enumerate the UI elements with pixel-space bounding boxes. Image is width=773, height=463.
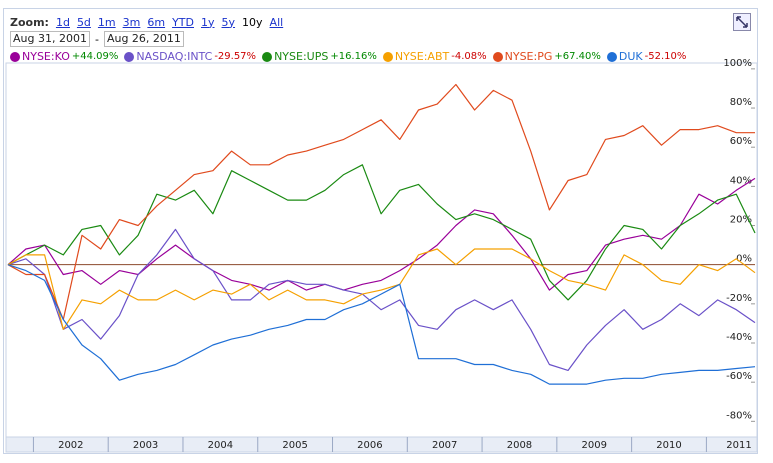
legend-item[interactable]: DUK -52.10% xyxy=(606,50,687,63)
legend-name: NYSE:ABT xyxy=(394,50,450,63)
zoom-toolbar: Zoom: 1d 5d 1m 3m 6m YTD 1y 5y 10y All xyxy=(10,14,283,30)
legend-item[interactable]: NASDAQ:INTC -29.57% xyxy=(124,50,256,63)
y-tick-label: 0% xyxy=(736,254,752,265)
plot-area xyxy=(5,62,758,453)
y-tick-label: -40% xyxy=(726,332,752,343)
expand-icon xyxy=(736,16,748,28)
zoom-label: Zoom: xyxy=(10,15,49,29)
date-from[interactable]: Aug 31, 2001 xyxy=(10,31,90,47)
expand-button[interactable] xyxy=(733,13,751,31)
legend-item[interactable]: NYSE:ABT -4.08% xyxy=(382,50,487,63)
zoom-option[interactable]: 5y xyxy=(221,15,236,29)
zoom-option[interactable]: 1m xyxy=(97,15,116,29)
date-to[interactable]: Aug 26, 2011 xyxy=(103,31,184,47)
legend-dot xyxy=(382,51,393,62)
zoom-option[interactable]: 1y xyxy=(201,15,215,29)
series-line xyxy=(7,248,756,330)
x-tick-label: 2003 xyxy=(133,440,158,451)
legend-name: NYSE:PG xyxy=(504,50,553,63)
zoom-option: 10y xyxy=(242,15,263,29)
x-tick-label: 2004 xyxy=(208,440,233,451)
date-range: Aug 31, 2001 - Aug 26, 2011 xyxy=(10,31,184,47)
legend-dot xyxy=(492,51,503,62)
y-tick-label: 40% xyxy=(730,175,752,186)
series-line xyxy=(7,264,756,385)
legend-change: +44.09% xyxy=(71,51,119,62)
y-tick-label: -60% xyxy=(726,371,752,382)
legend-name: DUK xyxy=(618,50,643,63)
zoom-option[interactable]: 5d xyxy=(76,15,91,29)
y-tick-label: 60% xyxy=(730,136,752,147)
legend-change: +16.16% xyxy=(330,51,377,62)
legend-name: NYSE:KO xyxy=(22,50,70,63)
legend-dot xyxy=(10,51,20,62)
x-tick-label: 2007 xyxy=(432,440,457,451)
legend-change: -52.10% xyxy=(644,51,687,62)
x-tick-label: 2006 xyxy=(357,440,382,451)
zoom-option[interactable]: 1d xyxy=(55,15,70,29)
legend-dot xyxy=(606,51,617,62)
zoom-option[interactable]: YTD xyxy=(172,15,194,29)
zoom-option[interactable]: All xyxy=(269,15,284,29)
legend: NYSE:KO +44.09% NASDAQ:INTC -29.57% NYSE:UPS… xyxy=(10,50,686,63)
date-separator: - xyxy=(94,32,99,46)
legend-name: NASDAQ:INTC xyxy=(136,50,213,63)
x-tick-label: 2009 xyxy=(582,440,607,451)
series-line xyxy=(7,83,755,321)
x-tick-label: 2002 xyxy=(58,440,83,451)
legend-name: NYSE:UPS xyxy=(274,50,329,63)
y-tick-label: 100% xyxy=(723,58,752,69)
legend-dot xyxy=(262,51,273,62)
zoom-option[interactable]: 3m xyxy=(122,15,141,29)
zoom-option[interactable]: 6m xyxy=(147,15,166,29)
legend-change: -29.57% xyxy=(214,51,257,62)
legend-dot xyxy=(124,51,135,62)
y-tick-label: 80% xyxy=(730,97,752,108)
x-tick-label: 2010 xyxy=(656,440,681,451)
x-tick-label: 2005 xyxy=(282,440,307,451)
series-line xyxy=(7,177,756,291)
y-tick-label: 20% xyxy=(730,215,752,226)
series-line xyxy=(7,228,756,371)
y-tick-label: -20% xyxy=(726,293,752,304)
legend-item[interactable]: NYSE:PG +67.40% xyxy=(492,50,601,63)
legend-item[interactable]: NYSE:UPS +16.16% xyxy=(262,50,377,63)
x-tick-label: 2011 xyxy=(726,440,751,451)
legend-item[interactable]: NYSE:KO +44.09% xyxy=(10,50,118,63)
series-line xyxy=(7,164,756,301)
legend-change: +67.40% xyxy=(554,51,601,62)
x-axis-strip xyxy=(5,436,758,453)
legend-change: -4.08% xyxy=(451,51,487,62)
y-tick-label: -80% xyxy=(726,410,752,421)
x-tick-label: 2008 xyxy=(507,440,532,451)
